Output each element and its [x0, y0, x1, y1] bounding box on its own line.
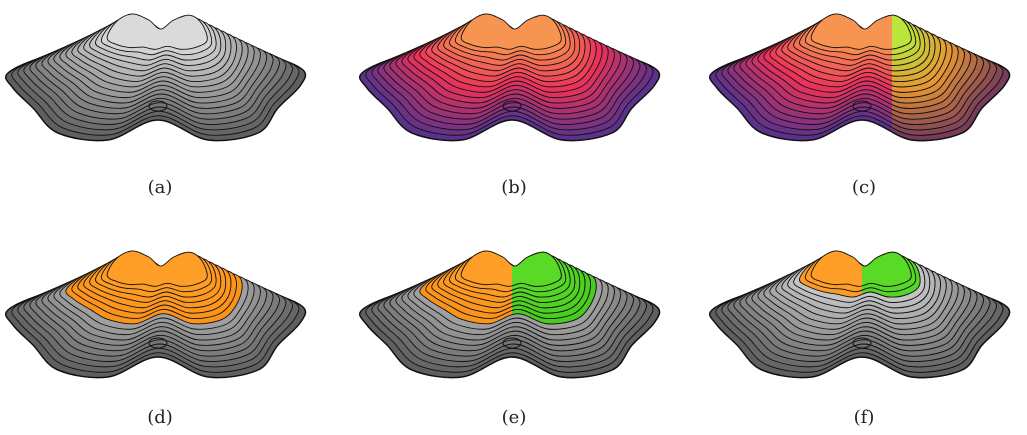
terrain-panel — [360, 14, 660, 141]
caption: (d) — [147, 407, 173, 428]
figure: (a) (b) (c) (d) (e) (f) — [0, 0, 1027, 435]
terrain-panel — [710, 14, 1010, 141]
terrain-panel — [6, 14, 306, 141]
caption: (a) — [148, 177, 173, 198]
caption: (e) — [502, 407, 527, 428]
caption: (f) — [854, 407, 875, 428]
terrain-panel — [710, 251, 1010, 378]
terrain-panel — [360, 251, 660, 378]
caption: (c) — [852, 177, 876, 198]
contour-level — [461, 14, 561, 49]
caption: (b) — [501, 177, 527, 198]
contour-level — [107, 14, 207, 49]
terrain-panel — [6, 251, 306, 378]
contour-level — [107, 251, 207, 286]
